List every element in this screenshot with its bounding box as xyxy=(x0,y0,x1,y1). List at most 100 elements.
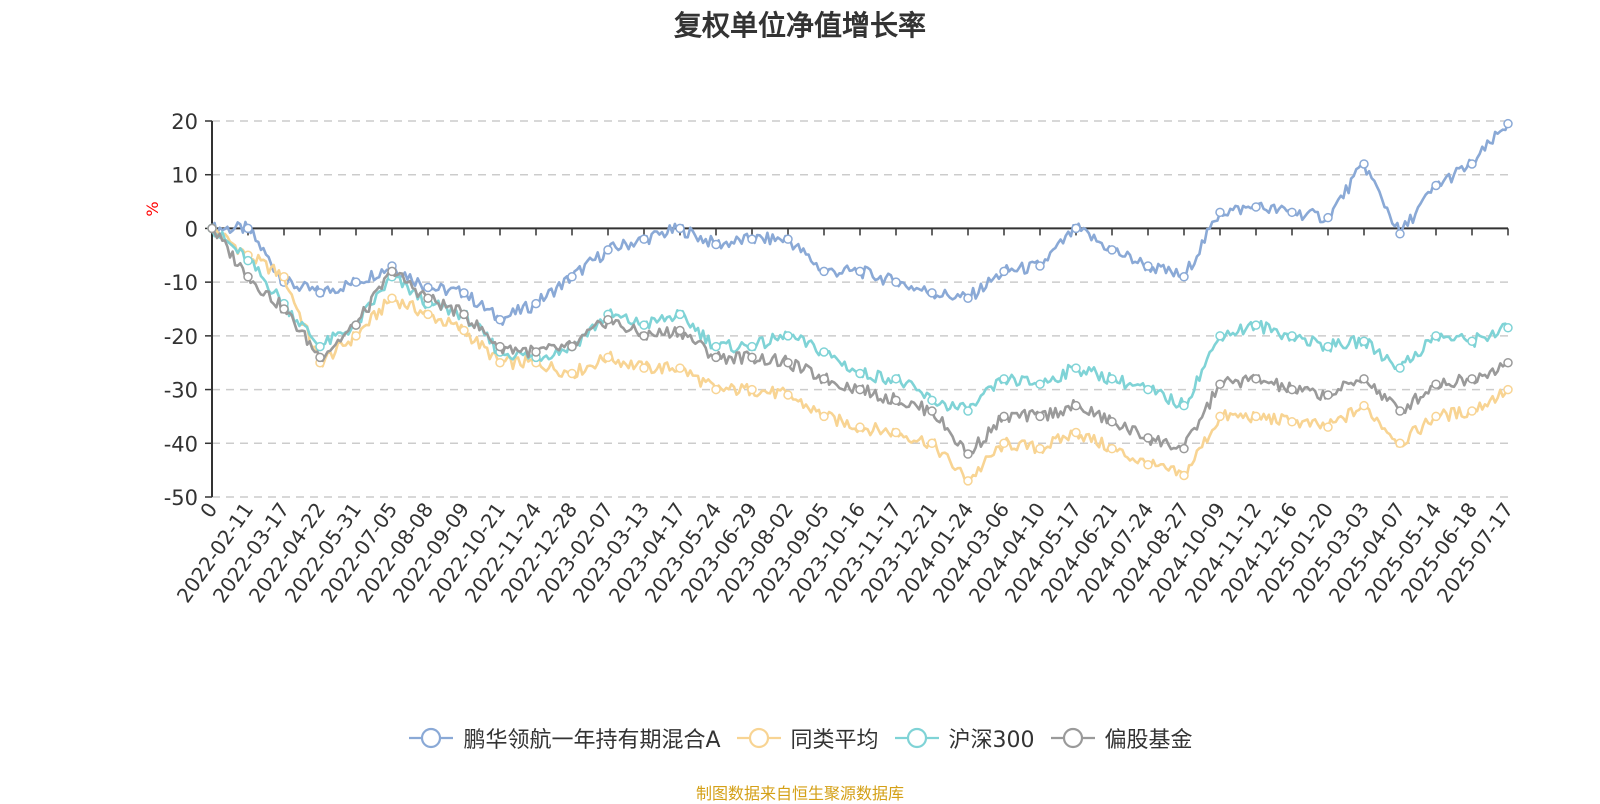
data-point xyxy=(1215,207,1225,218)
data-point xyxy=(819,374,829,384)
data-point xyxy=(963,406,973,416)
data-point xyxy=(1215,411,1225,422)
data-point xyxy=(423,282,433,293)
data-point xyxy=(1251,374,1261,384)
data-point xyxy=(387,293,397,304)
data-point xyxy=(1071,400,1081,411)
data-point xyxy=(927,438,937,449)
data-point xyxy=(1107,374,1117,384)
data-point xyxy=(1431,180,1441,191)
data-point xyxy=(855,266,865,277)
data-point xyxy=(783,234,793,244)
data-point xyxy=(1071,363,1081,373)
data-point xyxy=(351,320,361,330)
data-point xyxy=(1179,400,1189,411)
data-point xyxy=(855,422,865,432)
y-tick-label: -40 xyxy=(164,432,198,456)
data-point xyxy=(963,476,973,486)
data-point xyxy=(819,411,829,422)
data-point xyxy=(1035,261,1045,271)
data-point xyxy=(1359,374,1369,384)
legend-label: 偏股基金 xyxy=(1104,728,1193,753)
chart-title: 复权单位净值增长率 xyxy=(673,9,926,42)
data-point xyxy=(567,368,577,379)
data-point xyxy=(639,320,649,330)
data-point xyxy=(1179,470,1189,481)
data-point xyxy=(1503,323,1513,333)
data-point xyxy=(963,293,973,304)
data-point xyxy=(603,314,613,325)
data-point xyxy=(1395,229,1405,239)
data-point xyxy=(459,309,469,320)
data-point xyxy=(1071,223,1081,234)
data-point xyxy=(639,363,649,373)
data-point xyxy=(495,314,505,325)
data-point xyxy=(1395,406,1405,416)
data-point xyxy=(1071,427,1081,438)
data-point xyxy=(819,347,829,357)
data-point xyxy=(495,341,505,352)
data-point xyxy=(1287,417,1297,427)
y-tick-label: -20 xyxy=(164,325,198,349)
data-point xyxy=(927,406,937,416)
data-point xyxy=(747,384,757,395)
data-point xyxy=(1215,331,1225,341)
data-point xyxy=(1215,379,1225,389)
legend-line-circle-icon xyxy=(409,727,454,749)
data-point xyxy=(855,384,865,395)
data-point xyxy=(243,255,253,266)
data-point xyxy=(783,331,793,341)
data-point xyxy=(711,384,721,395)
legend-line-circle-icon xyxy=(736,727,781,749)
data-point xyxy=(675,223,685,234)
data-point xyxy=(1179,272,1189,282)
data-point xyxy=(1251,320,1261,330)
data-point xyxy=(1467,406,1477,416)
series-lines xyxy=(207,118,1513,486)
data-point xyxy=(1359,159,1369,169)
data-point xyxy=(1503,384,1513,395)
data-point xyxy=(279,304,289,314)
data-point xyxy=(1359,336,1369,346)
data-point xyxy=(1287,331,1297,341)
data-point xyxy=(783,357,793,368)
data-point xyxy=(1035,411,1045,422)
data-point xyxy=(927,288,937,298)
data-point xyxy=(531,347,541,357)
data-point xyxy=(675,325,685,336)
data-point xyxy=(855,368,865,379)
y-axis-unit: % xyxy=(143,201,162,216)
data-point xyxy=(639,234,649,244)
data-point xyxy=(567,341,577,352)
data-point xyxy=(387,266,397,277)
legend-line-circle-icon xyxy=(894,727,939,749)
data-point xyxy=(279,272,289,282)
grid-lines xyxy=(212,120,1508,498)
data-point xyxy=(1431,411,1441,422)
data-point xyxy=(603,245,613,255)
source-note: 制图数据来自恒生聚源数据库 xyxy=(695,784,904,803)
legend-item[interactable]: 沪深300 xyxy=(893,722,1035,754)
data-point xyxy=(1035,443,1045,454)
data-point xyxy=(819,266,829,277)
data-point xyxy=(1395,363,1405,373)
legend-item[interactable]: 偏股基金 xyxy=(1049,722,1193,754)
data-point xyxy=(963,449,973,459)
y-tick-label: 0 xyxy=(185,217,198,241)
data-point xyxy=(423,293,433,304)
data-point xyxy=(567,272,577,282)
data-point xyxy=(1323,422,1333,432)
data-point xyxy=(1431,379,1441,389)
data-point xyxy=(1431,331,1441,341)
data-point xyxy=(243,223,253,234)
legend-item[interactable]: 鹏华领航一年持有期混合A xyxy=(407,722,721,754)
data-point xyxy=(1503,357,1513,368)
data-point xyxy=(1323,212,1333,223)
data-point xyxy=(1107,443,1117,454)
data-point xyxy=(1143,460,1153,470)
legend-item[interactable]: 同类平均 xyxy=(735,722,879,754)
data-point xyxy=(999,438,1009,449)
y-tick-label: -10 xyxy=(164,271,198,295)
data-point xyxy=(315,352,325,363)
